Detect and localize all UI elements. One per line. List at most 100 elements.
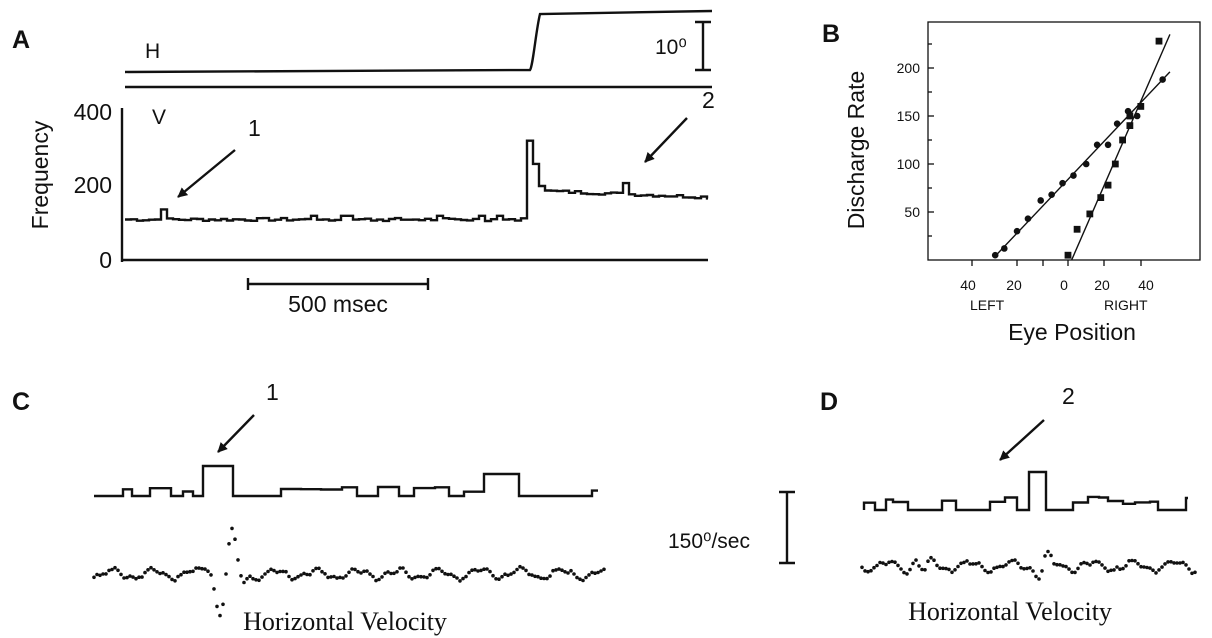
- b-y-tick-150: 150: [897, 108, 921, 124]
- velocity-sample: [884, 562, 888, 567]
- velocity-sample: [113, 565, 117, 570]
- velocity-sample: [902, 570, 906, 575]
- velocity-sample: [1106, 569, 1110, 574]
- velocity-sample: [452, 574, 456, 578]
- velocity-sample: [404, 570, 408, 574]
- data-point: [1119, 136, 1126, 144]
- velocity-sample: [1097, 560, 1101, 564]
- velocity-sample: [149, 565, 153, 570]
- velocity-sample: [314, 566, 318, 571]
- velocity-sample: [350, 567, 354, 571]
- velocity-sample: [491, 573, 495, 578]
- velocity-sample: [1193, 570, 1197, 575]
- d-frequency-trace: [862, 470, 1188, 512]
- velocity-sample: [380, 575, 384, 579]
- velocity-sample: [170, 577, 174, 582]
- velocity-sample: [989, 570, 993, 574]
- velocity-sample: [107, 568, 111, 573]
- velocity-sample: [1076, 566, 1080, 571]
- velocity-sample: [224, 572, 228, 576]
- velocity-sample: [1016, 561, 1020, 566]
- velocity-sample: [992, 566, 996, 570]
- velocity-sample: [92, 575, 96, 580]
- velocity-sample: [302, 571, 306, 576]
- velocity-sample: [1070, 570, 1074, 575]
- velocity-sample: [284, 569, 288, 574]
- time-scale-bar: [246, 278, 430, 290]
- left-direction-label: LEFT: [970, 297, 1005, 313]
- velocity-sample: [266, 569, 270, 574]
- velocity-sample: [179, 572, 183, 577]
- velocity-sample: [1127, 559, 1131, 563]
- data-point: [1037, 197, 1044, 204]
- velocity-sample: [209, 573, 213, 577]
- velocity-sample: [500, 574, 504, 579]
- velocity-sample: [413, 575, 417, 580]
- velocity-sample: [1022, 567, 1026, 571]
- velocity-sample: [563, 570, 567, 574]
- velocity-sample: [362, 569, 366, 574]
- data-point: [1126, 112, 1134, 120]
- velocity-sample: [479, 568, 483, 573]
- velocity-sample: [977, 561, 981, 565]
- velocity-sample: [1031, 569, 1035, 573]
- velocity-sample: [929, 555, 933, 560]
- velocity-sample: [299, 573, 303, 577]
- velocity-sample: [449, 572, 453, 577]
- velocity-sample: [875, 563, 879, 568]
- velocity-sample: [131, 575, 135, 579]
- velocity-sample: [1136, 561, 1140, 566]
- velocity-sample: [95, 572, 99, 577]
- velocity-sample: [1088, 563, 1092, 567]
- velocity-sample: [533, 574, 537, 579]
- velocity-sample: [338, 575, 342, 580]
- velocity-sample: [1124, 564, 1128, 568]
- velocity-sample: [959, 561, 963, 566]
- b-x-tick-0: 0: [1060, 277, 1068, 293]
- velocity-sample: [545, 576, 549, 581]
- velocity-sample: [920, 567, 924, 572]
- velocity-sample: [914, 558, 918, 562]
- velocity-sample: [935, 563, 939, 568]
- velocity-sample: [569, 568, 573, 573]
- velocity-sample: [290, 577, 294, 582]
- velocity-sample: [1142, 565, 1146, 569]
- velocity-sample: [296, 574, 300, 579]
- velocity-sample: [557, 567, 561, 571]
- velocity-sample: [944, 566, 948, 571]
- velocity-sample: [1166, 560, 1170, 564]
- y-ticks: [928, 43, 934, 237]
- velocity-sample: [1139, 564, 1143, 569]
- velocity-sample: [1049, 553, 1053, 558]
- b-x-tick-right-20: 20: [1094, 277, 1110, 293]
- velocity-sample: [485, 567, 489, 571]
- velocity-sample: [1067, 567, 1071, 571]
- velocity-sample: [461, 576, 465, 581]
- velocity-sample: [908, 567, 912, 572]
- velocity-sample: [203, 567, 207, 571]
- velocity-sample: [917, 564, 921, 568]
- velocity-sample: [458, 579, 462, 583]
- velocity-sample: [368, 572, 372, 576]
- annotation-2-arrow: [644, 117, 688, 163]
- velocity-sample: [137, 575, 141, 579]
- velocity-sample: [548, 574, 552, 578]
- velocity-sample: [143, 570, 147, 575]
- velocity-sample: [440, 569, 444, 574]
- v-trace-label: V: [152, 106, 166, 129]
- velocity-sample: [560, 568, 564, 572]
- velocity-sample: [512, 570, 516, 575]
- velocity-sample: [383, 571, 387, 576]
- velocity-sample: [1019, 566, 1023, 570]
- velocity-sample: [347, 570, 351, 575]
- velocity-sample: [386, 570, 390, 574]
- velocity-sample: [1052, 562, 1056, 566]
- velocity-sample: [152, 568, 156, 572]
- velocity-sample: [311, 569, 315, 573]
- velocity-sample: [1187, 567, 1191, 571]
- velocity-sample: [926, 559, 930, 563]
- y-tick-0: 0: [99, 247, 112, 273]
- velocity-sample: [1133, 559, 1137, 563]
- velocity-sample: [932, 558, 936, 562]
- velocity-sample: [278, 569, 282, 574]
